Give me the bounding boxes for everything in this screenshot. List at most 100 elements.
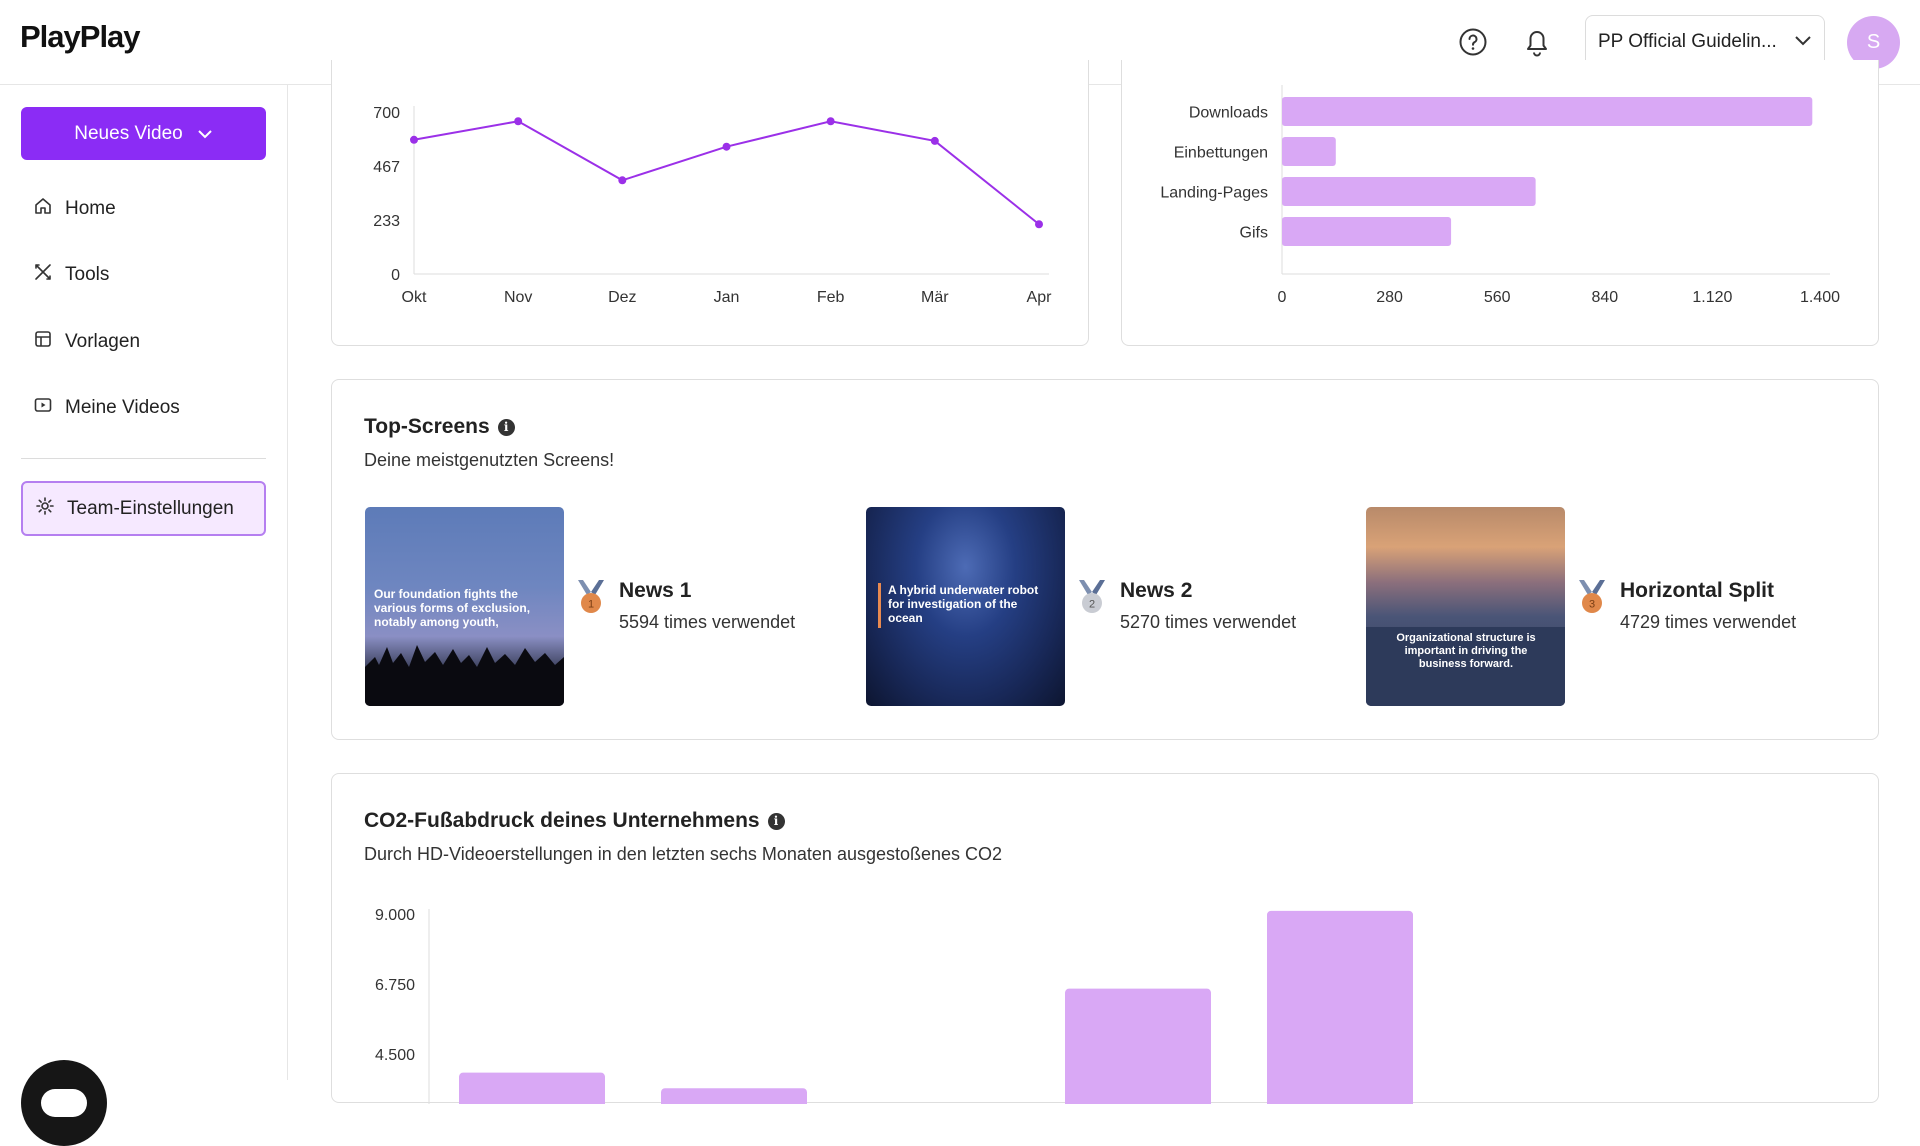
- sidebar-item-team-settings[interactable]: Team-Einstellungen: [21, 481, 266, 536]
- co2-bar-chart: 4.500 6.750 9.000: [375, 907, 1413, 1104]
- sidebar-item-vorlagen[interactable]: Vorlagen: [21, 320, 266, 364]
- sidebar-item-label: Tools: [65, 264, 110, 285]
- medal-rank: 1: [588, 599, 594, 611]
- bar: [1282, 217, 1452, 246]
- hbar-chart-card: Downloads Einbettungen Landing-Pages Gifs 0 2…: [1121, 60, 1879, 346]
- x-tick-label: Dez: [608, 289, 636, 306]
- chat-bubble-icon: [41, 1089, 87, 1117]
- screen-thumbnail[interactable]: A hybrid underwater robot for investigat…: [866, 507, 1065, 706]
- top-screen-item[interactable]: Organizational structure is important in…: [1366, 507, 1846, 707]
- data-point: [1035, 220, 1043, 229]
- x-tick-label: Apr: [1027, 289, 1053, 306]
- medal-rank: 3: [1589, 599, 1595, 611]
- screen-usage-count: 5594 times verwendet: [619, 612, 796, 632]
- top-screens-title: Top-Screens i: [364, 415, 515, 439]
- bell-icon[interactable]: [1520, 25, 1554, 59]
- sidebar-item-tools[interactable]: Tools: [21, 253, 266, 297]
- playplay-logo[interactable]: PlayPlay: [20, 19, 141, 54]
- category-label: Landing-Pages: [1160, 185, 1268, 202]
- bar: [1282, 97, 1813, 126]
- line-chart: 0 233 467 700 Okt Nov Dez Jan Feb Mär Apr: [373, 105, 1053, 306]
- x-tick-label: 280: [1376, 289, 1403, 306]
- new-video-button[interactable]: Neues Video: [21, 107, 266, 160]
- bar: [1282, 177, 1536, 206]
- data-point: [826, 117, 835, 126]
- x-tick-label: 0: [1278, 289, 1287, 306]
- bronze-medal-icon: 3: [1576, 579, 1608, 615]
- screen-thumbnail[interactable]: Our foundation fights the various forms …: [365, 507, 564, 706]
- x-tick-label: Mär: [921, 289, 949, 306]
- screen-name: Horizontal Split: [1620, 579, 1774, 602]
- accent-bar: [878, 583, 881, 628]
- sidebar-item-label: Home: [65, 198, 116, 219]
- x-tick-label: 560: [1484, 289, 1511, 306]
- top-screens-subtitle: Deine meistgenutzten Screens!: [364, 450, 615, 470]
- sidebar-item-label: Meine Videos: [65, 397, 180, 418]
- thumbnail-panel: [1366, 627, 1565, 706]
- y-tick-label: 6.750: [375, 977, 415, 994]
- data-point: [930, 136, 939, 145]
- y-tick-label: 4.500: [375, 1047, 415, 1064]
- y-tick-label: 0: [391, 267, 400, 284]
- chevron-down-icon: [197, 123, 213, 145]
- sidebar-divider: [21, 458, 266, 459]
- bronze-medal-icon: 1: [575, 579, 607, 615]
- data-point: [722, 142, 731, 151]
- x-tick-label: 1.120: [1692, 289, 1732, 306]
- co2-card: CO2-Fußabdruck deines Unternehmens i Dur…: [331, 773, 1879, 1104]
- chevron-down-icon: [1794, 31, 1812, 53]
- video-icon: [33, 395, 53, 421]
- x-tick-label: Jan: [714, 289, 740, 306]
- x-tick-label: Okt: [402, 289, 427, 306]
- thumbnail-text: A hybrid underwater robot for investigat…: [888, 583, 1039, 625]
- chat-support-button[interactable]: [21, 1060, 107, 1146]
- screen-thumbnail[interactable]: Organizational structure is important in…: [1366, 507, 1565, 706]
- co2-subtitle: Durch HD-Videoerstellungen in den letzte…: [364, 844, 1003, 864]
- home-icon: [33, 196, 53, 222]
- top-screens-title-text: Top-Screens: [364, 415, 490, 438]
- series-line: [413, 120, 1040, 226]
- bar: [661, 1088, 807, 1104]
- info-icon[interactable]: i: [497, 418, 515, 436]
- category-label: Downloads: [1189, 105, 1268, 122]
- team-selector-label: PP Official Guidelin...: [1598, 31, 1777, 52]
- new-video-label: Neues Video: [74, 122, 183, 144]
- thumbnail-text: Organizational structure is important in…: [1396, 632, 1536, 670]
- sidebar-item-home[interactable]: Home: [21, 187, 266, 231]
- sidebar-item-meine-videos[interactable]: Meine Videos: [21, 386, 266, 430]
- bar: [1282, 137, 1336, 166]
- sidebar: Neues Video Home Tools Vorlagen Meine Vi…: [0, 85, 288, 1146]
- horizontal-bar-chart: Downloads Einbettungen Landing-Pages Gifs 0 2…: [1160, 85, 1840, 306]
- co2-title-text: CO2-Fußabdruck deines Unternehmens: [364, 809, 760, 832]
- x-tick-label: Nov: [504, 289, 532, 306]
- top-screens-card: Top-Screens i Deine meistgenutzten Scree…: [331, 379, 1879, 740]
- question-circle-icon[interactable]: [1456, 25, 1490, 59]
- bar: [459, 1072, 605, 1104]
- category-label: Gifs: [1240, 225, 1268, 242]
- screen-name: News 1: [619, 579, 692, 602]
- x-tick-label: Feb: [817, 289, 845, 306]
- y-tick-label: 233: [373, 213, 400, 230]
- y-tick-label: 700: [373, 105, 400, 122]
- data-point: [410, 135, 418, 144]
- data-point: [618, 176, 627, 185]
- sidebar-item-label: Team-Einstellungen: [67, 497, 234, 519]
- screen-usage-count: 4729 times verwendet: [1620, 612, 1797, 632]
- screen-usage-count: 5270 times verwendet: [1120, 612, 1297, 632]
- category-label: Einbettungen: [1174, 145, 1268, 162]
- y-tick-label: 467: [373, 159, 400, 176]
- x-tick-label: 1.400: [1800, 289, 1840, 306]
- screen-name: News 2: [1120, 579, 1193, 602]
- info-icon[interactable]: i: [767, 812, 785, 830]
- gear-icon: [35, 496, 55, 522]
- y-tick-label: 9.000: [375, 907, 415, 924]
- sidebar-item-label: Vorlagen: [65, 331, 141, 352]
- bar: [1065, 988, 1211, 1104]
- tools-icon: [33, 262, 53, 288]
- top-screen-item[interactable]: Our foundation fights the various forms …: [365, 507, 845, 707]
- silver-medal-icon: 2: [1076, 579, 1108, 615]
- top-screen-item[interactable]: A hybrid underwater robot for investigat…: [866, 507, 1346, 707]
- line-chart-card: 0 233 467 700 Okt Nov Dez Jan Feb Mär Apr: [331, 60, 1089, 346]
- data-point: [514, 117, 523, 126]
- medal-rank: 2: [1089, 599, 1095, 611]
